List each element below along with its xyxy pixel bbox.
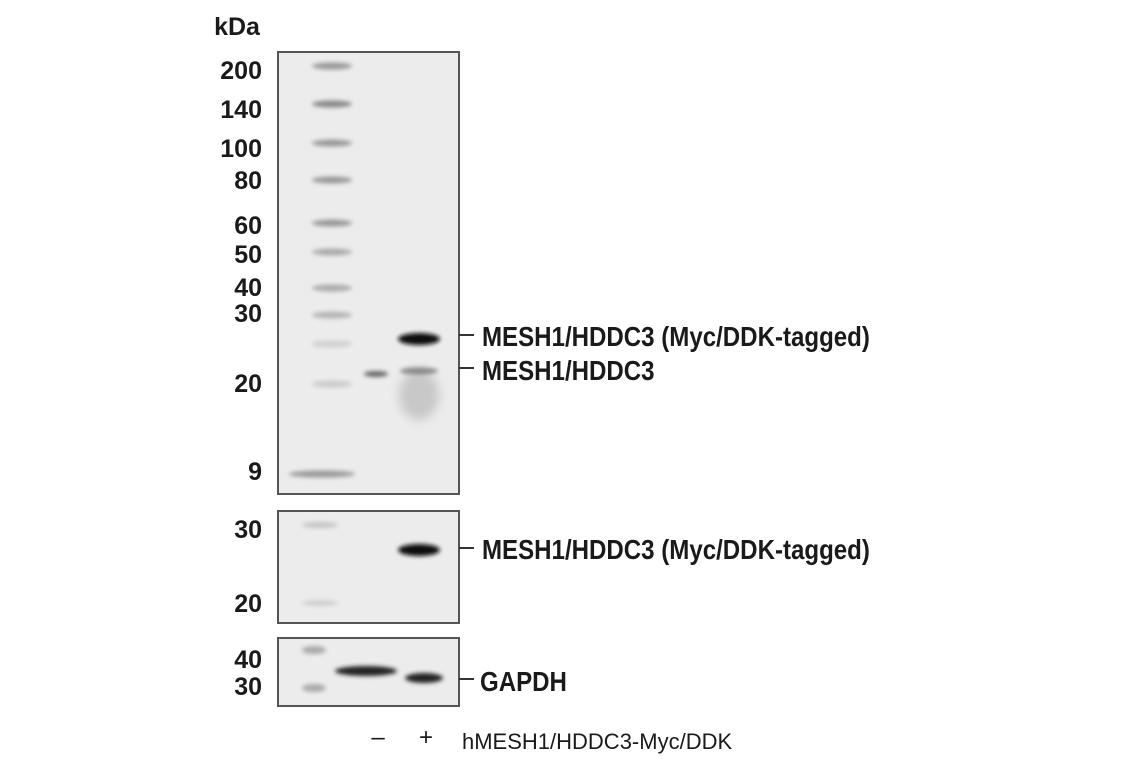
blot-panel-3 — [277, 637, 460, 707]
ladder-band — [289, 470, 355, 478]
smear-plus — [399, 370, 439, 420]
blot-panel-1 — [277, 51, 460, 495]
band-gapdh-minus — [335, 666, 397, 676]
lane-plus-label: + — [419, 724, 433, 751]
band-gapdh-plus — [405, 673, 443, 683]
marker-label: 140 — [220, 96, 262, 124]
marker-label: 30 — [234, 300, 262, 328]
band-endogenous-minus — [364, 371, 388, 377]
lane-minus-label: – — [371, 724, 385, 751]
ladder-band — [312, 340, 352, 348]
band-endogenous-plus — [400, 367, 438, 375]
ladder-band — [312, 284, 352, 292]
band-label-tagged: MESH1/HDDC3 (Myc/DDK-tagged) — [482, 320, 870, 352]
band-tagged-plus — [398, 333, 440, 345]
marker-label: 9 — [248, 458, 262, 486]
sample-label: hMESH1/HDDC3-Myc/DDK — [462, 729, 732, 754]
ladder-bands — [289, 62, 355, 478]
marker-label: 50 — [234, 241, 262, 269]
ladder-band — [312, 248, 352, 256]
kda-unit-label: kDa — [214, 13, 261, 41]
band-label-endogenous: MESH1/HDDC3 — [482, 354, 655, 386]
marker-label: 80 — [234, 167, 262, 195]
blot-panel-2 — [277, 510, 460, 624]
marker-label: 40 — [234, 646, 262, 674]
marker-label: 30 — [234, 516, 262, 544]
marker-label: 100 — [220, 135, 262, 163]
marker-label: 60 — [234, 212, 262, 240]
marker-label: 20 — [234, 370, 262, 398]
ladder-band — [312, 100, 352, 108]
ladder-band — [312, 311, 352, 319]
ladder-band — [312, 139, 352, 147]
ladder-band — [312, 62, 352, 70]
marker-label: 200 — [220, 57, 262, 85]
marker-label: 30 — [234, 673, 262, 701]
marker-label: 40 — [234, 274, 262, 302]
band-label-tagged: MESH1/HDDC3 (Myc/DDK-tagged) — [482, 533, 870, 565]
marker-label: 20 — [234, 590, 262, 618]
band-tagged-plus — [398, 544, 440, 556]
ladder-band — [312, 380, 352, 388]
ladder-band — [312, 176, 352, 184]
band-label-gapdh: GAPDH — [480, 665, 567, 697]
ladder-band — [312, 219, 352, 227]
